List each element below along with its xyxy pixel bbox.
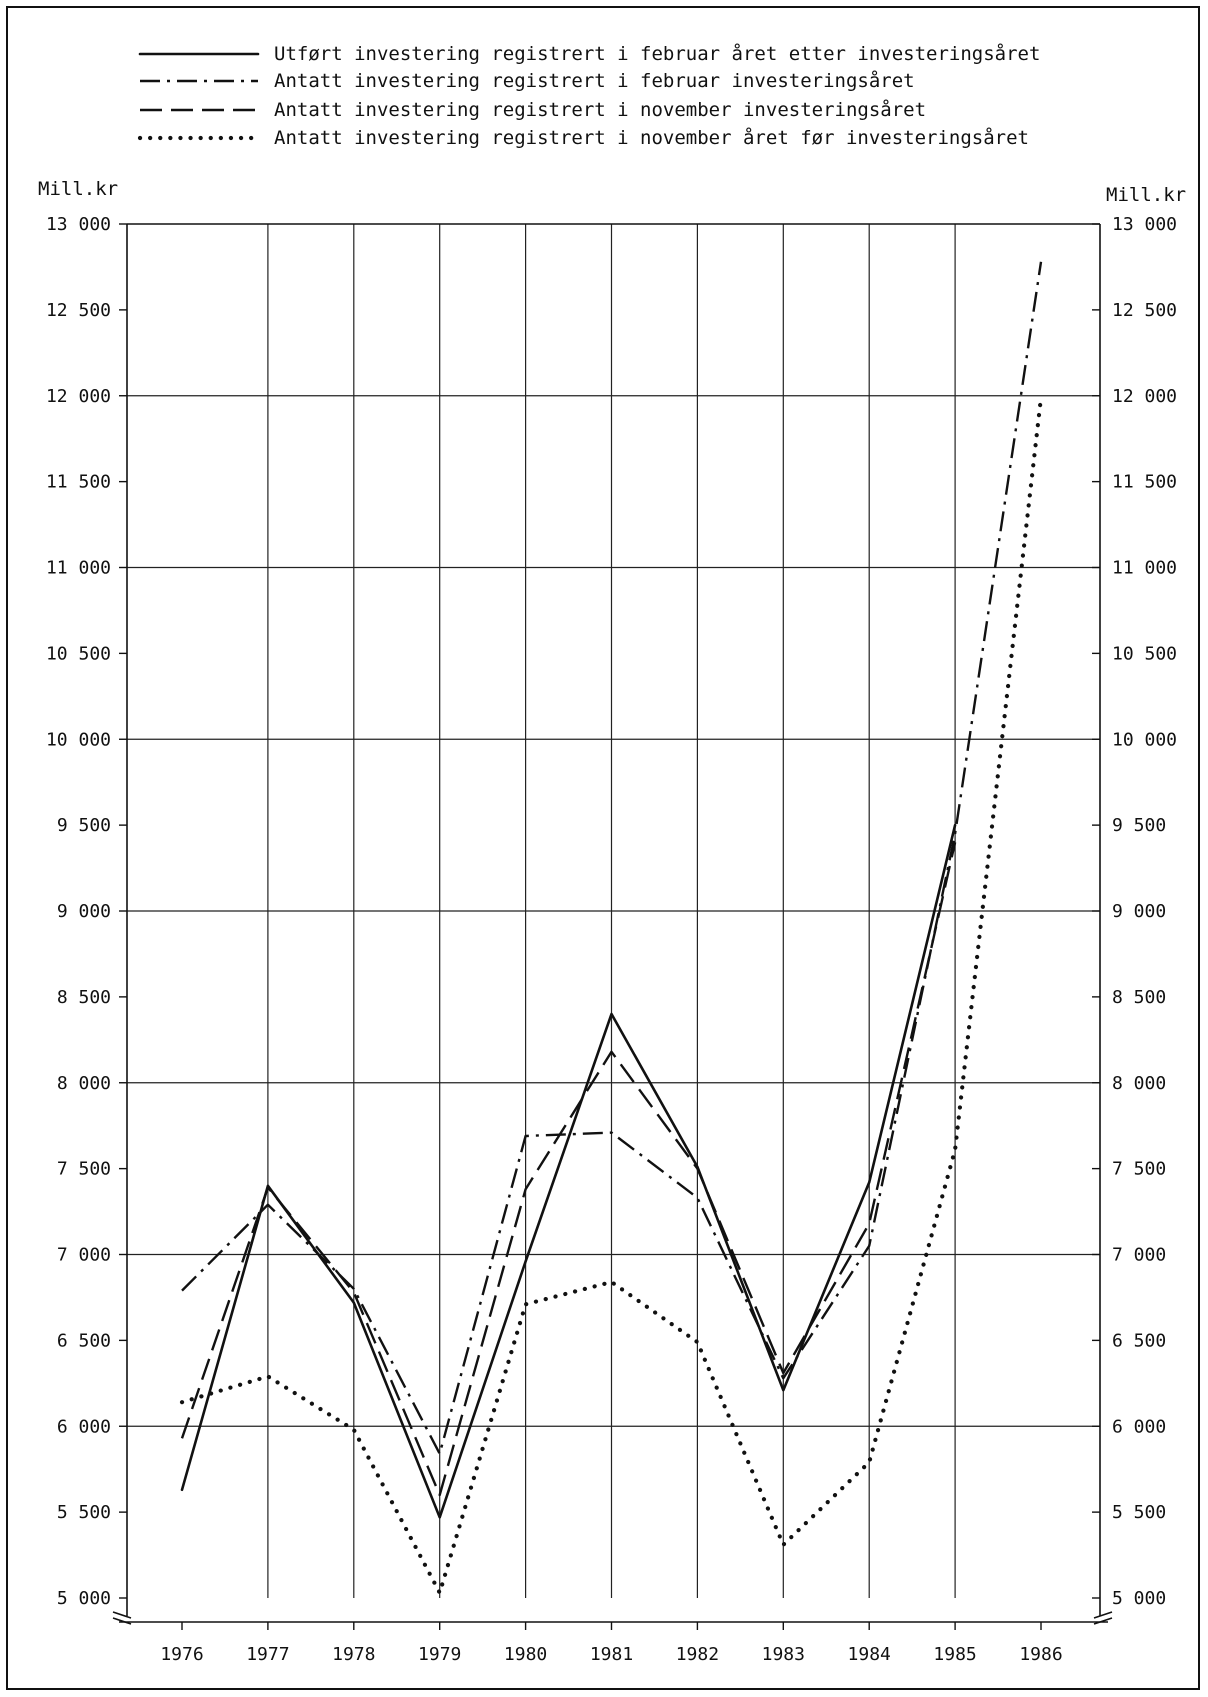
y-tick-label-left: 6 500 [57, 1330, 111, 1351]
y-tick-label-left: 9 000 [57, 901, 111, 922]
y-tick-label-right: 11 000 [1112, 558, 1177, 579]
series-lines [179, 261, 1044, 1595]
y-tick-label-right: 5 500 [1112, 1502, 1166, 1523]
grid [127, 224, 1100, 1598]
y-tick-label-right: 11 500 [1112, 472, 1177, 493]
y-tick-label-left: 7 000 [57, 1245, 111, 1266]
axis-break-mark [112, 1611, 132, 1619]
axis-break-mark [1093, 1611, 1113, 1619]
x-tick-label: 1982 [676, 1644, 719, 1665]
y-tick-label-right: 10 500 [1112, 643, 1177, 664]
axis-ticks: 5 000 5 000 5 500 5 500 6 000 6 000 6 500 6 500… [46, 214, 1177, 1665]
y-tick-label-right: 6 000 [1112, 1416, 1166, 1437]
y-tick-label-left: 10 500 [46, 643, 111, 664]
x-tick-label: 1979 [418, 1644, 461, 1665]
y-tick-label-right: 12 000 [1112, 386, 1177, 407]
y-tick-label-left: 8 500 [57, 987, 111, 1008]
x-tick-label: 1978 [332, 1644, 375, 1665]
x-tick-label: 1986 [1019, 1644, 1062, 1665]
y-tick-label-left: 12 000 [46, 386, 111, 407]
series-line-2 [181, 261, 1043, 1455]
y-tick-label-left: 9 500 [57, 815, 111, 836]
y-tick-label-left: 10 000 [46, 729, 111, 750]
y-tick-label-left: 12 500 [46, 300, 111, 321]
y-tick-label-left: 8 000 [57, 1073, 111, 1094]
y-tick-label-right: 9 500 [1112, 815, 1166, 836]
y-tick-label-right: 7 500 [1112, 1159, 1166, 1180]
y-tick-label-right: 13 000 [1112, 214, 1177, 235]
series-line-1 [180, 823, 957, 1519]
x-tick-label: 1977 [246, 1644, 289, 1665]
plot-frame [112, 223, 1113, 1625]
y-tick-label-right: 9 000 [1112, 901, 1166, 922]
y-tick-label-right: 8 000 [1112, 1073, 1166, 1094]
y-tick-label-left: 6 000 [57, 1416, 111, 1437]
legend-label-2: Antatt investering registrert i februar … [274, 69, 915, 92]
legend-label-1: Utført investering registrert i februar … [274, 42, 1040, 65]
legend-label-3: Antatt investering registrert i november… [274, 98, 926, 121]
axis-break-mark [1093, 1617, 1113, 1625]
x-tick-label: 1985 [933, 1644, 976, 1665]
x-tick-label: 1983 [762, 1644, 805, 1665]
y-tick-label-left: 7 500 [57, 1159, 111, 1180]
legend: Utført investering registrert i februar … [137, 42, 1040, 149]
y-tick-label-left: 5 500 [57, 1502, 111, 1523]
y-tick-label-right: 12 500 [1112, 300, 1177, 321]
y-tick-label-right: 5 000 [1112, 1588, 1166, 1609]
series-line-3 [180, 842, 957, 1497]
x-tick-label: 1981 [590, 1644, 633, 1665]
y-axis-unit-left: Mill.kr [38, 178, 118, 200]
y-tick-label-left: 13 000 [46, 214, 111, 235]
axis-break-mark [112, 1617, 132, 1625]
y-tick-label-left: 11 500 [46, 472, 111, 493]
x-tick-label: 1980 [504, 1644, 547, 1665]
y-axis-unit-right: Mill.kr [1106, 184, 1186, 206]
y-tick-label-right: 8 500 [1112, 987, 1166, 1008]
y-tick-label-left: 5 000 [57, 1588, 111, 1609]
y-tick-label-right: 7 000 [1112, 1245, 1166, 1266]
y-tick-label-right: 6 500 [1112, 1330, 1166, 1351]
x-tick-label: 1984 [848, 1644, 891, 1665]
x-tick-label: 1976 [160, 1644, 203, 1665]
legend-label-4: Antatt investering registrert i november… [274, 126, 1029, 149]
page-frame [6, 6, 1200, 1690]
y-tick-label-right: 10 000 [1112, 729, 1177, 750]
y-tick-label-left: 11 000 [46, 558, 111, 579]
